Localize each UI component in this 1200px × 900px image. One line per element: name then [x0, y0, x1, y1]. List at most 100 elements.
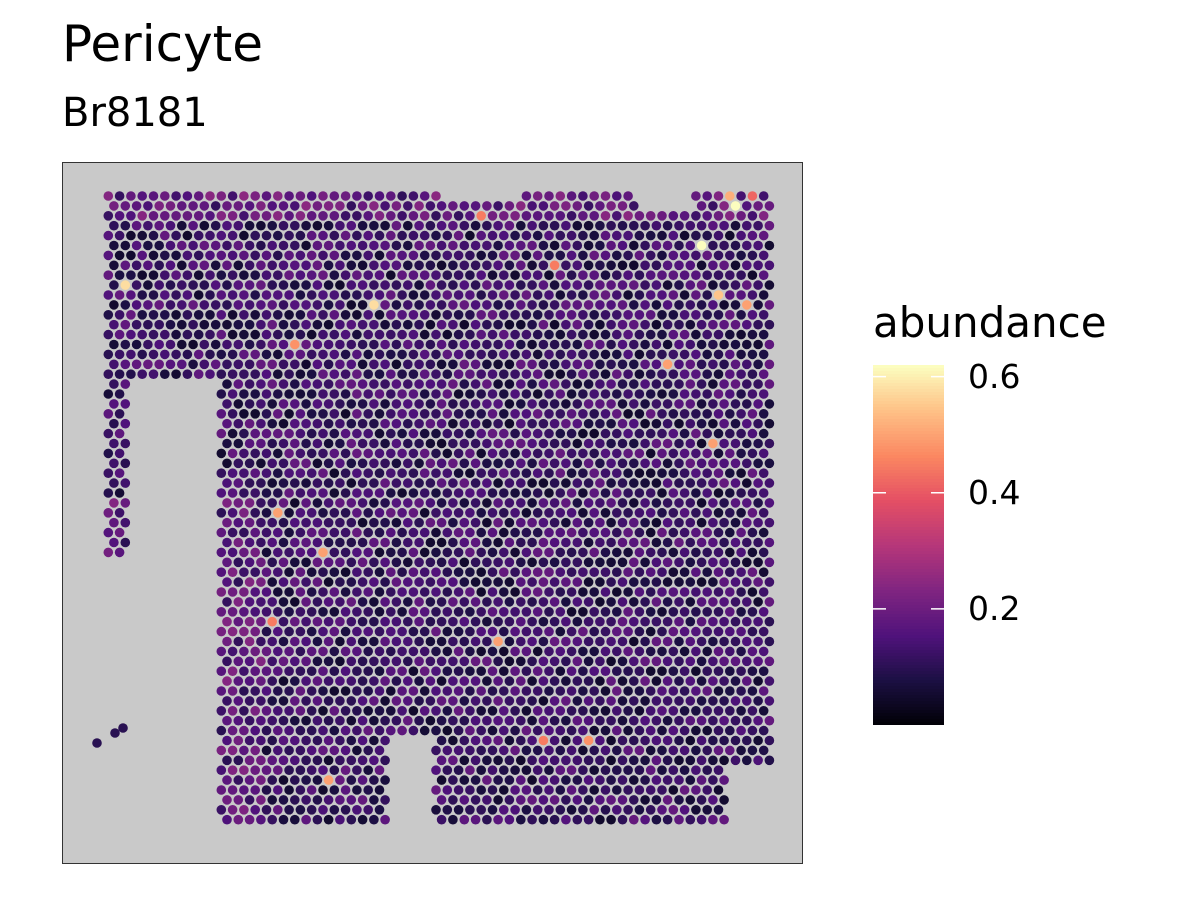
spot-point — [516, 478, 526, 488]
spot-point — [538, 696, 549, 706]
spot-point — [374, 329, 385, 340]
spot-point — [617, 735, 628, 746]
spot-point — [753, 319, 763, 330]
spot-point — [566, 310, 577, 320]
spot-point — [374, 488, 385, 498]
spot-point — [521, 310, 532, 320]
spot-point — [408, 191, 419, 201]
spot-point — [589, 666, 599, 676]
spot-point — [572, 656, 583, 667]
spot-point — [572, 498, 583, 508]
spot-point — [391, 537, 402, 548]
spot-point — [397, 409, 407, 419]
spot-point — [572, 418, 583, 429]
spot-point — [369, 517, 379, 528]
spot-point — [758, 250, 769, 261]
spot-point — [510, 686, 520, 696]
spot-point — [544, 488, 554, 498]
spot-point — [493, 557, 503, 568]
spot-point — [335, 696, 345, 706]
spot-point — [736, 349, 746, 360]
spot-point — [629, 399, 639, 409]
spot-point — [742, 735, 752, 746]
spot-point — [442, 587, 453, 597]
spot-point — [753, 636, 763, 647]
spot-point — [623, 488, 633, 498]
spot-point — [419, 409, 430, 419]
spot-point — [369, 339, 379, 350]
colorbar-segment — [873, 533, 944, 537]
spot-point — [233, 676, 244, 686]
spot-point — [425, 696, 436, 706]
spot-point — [549, 755, 560, 766]
spot-point — [329, 765, 340, 775]
spot-point — [278, 656, 289, 667]
spot-point — [612, 626, 622, 637]
spot-point — [250, 488, 260, 498]
spot-point — [696, 775, 707, 785]
spot-point — [696, 636, 707, 647]
spot-point — [549, 597, 560, 607]
spot-point — [561, 696, 571, 706]
spot-point — [459, 339, 470, 350]
spot-point — [753, 240, 763, 251]
spot-point — [380, 755, 390, 766]
spot-point — [747, 310, 758, 320]
spot-point — [425, 260, 436, 271]
spot-point — [476, 527, 487, 538]
spot-point — [645, 349, 656, 360]
spot-point — [414, 676, 424, 686]
spot-point — [419, 349, 430, 360]
spot-point — [719, 795, 729, 805]
spot-point — [380, 676, 390, 686]
spot-point — [222, 814, 232, 825]
spot-point — [312, 577, 323, 587]
spot-point — [431, 310, 441, 320]
spot-point — [691, 389, 701, 399]
legend-tick-label: 0.6 — [968, 356, 1021, 396]
colorbar-segment — [873, 554, 944, 558]
spot-point — [555, 290, 566, 300]
spot-point — [532, 706, 543, 716]
spot-point — [403, 418, 413, 429]
spot-point — [403, 597, 413, 607]
spot-point — [764, 597, 775, 607]
spot-point — [120, 458, 131, 469]
spot-point — [713, 527, 724, 538]
spot-point — [374, 310, 385, 320]
spot-point — [566, 389, 577, 399]
spot-point — [521, 745, 532, 756]
spot-point — [527, 240, 537, 251]
spot-point — [414, 399, 424, 409]
spot-point — [346, 498, 357, 508]
spot-point — [578, 508, 588, 518]
spot-point — [431, 725, 441, 736]
spot-point — [306, 567, 317, 577]
spot-point — [719, 438, 729, 449]
spot-point — [747, 211, 758, 221]
spot-point — [645, 310, 656, 320]
spot-point — [657, 508, 667, 518]
spot-point — [629, 597, 639, 607]
spot-point — [295, 745, 306, 756]
spot-point — [589, 587, 599, 597]
spot-point — [662, 498, 673, 508]
spot-point — [295, 646, 306, 657]
spot-point — [256, 240, 266, 251]
spot-point — [290, 537, 300, 548]
spot-point — [674, 715, 684, 726]
spot-point — [193, 369, 204, 379]
spot-point — [442, 329, 453, 340]
spot-point — [261, 725, 272, 736]
spot-point — [499, 468, 509, 479]
spot-point — [312, 319, 323, 330]
spot-point — [414, 220, 424, 231]
spot-point — [482, 517, 492, 528]
spot-point — [436, 676, 447, 686]
spot-point — [532, 567, 543, 577]
spot-point — [764, 537, 775, 548]
spot-point — [335, 399, 345, 409]
spot-point — [227, 389, 238, 399]
colorbar-segment — [873, 470, 944, 474]
spot-point — [408, 468, 419, 479]
